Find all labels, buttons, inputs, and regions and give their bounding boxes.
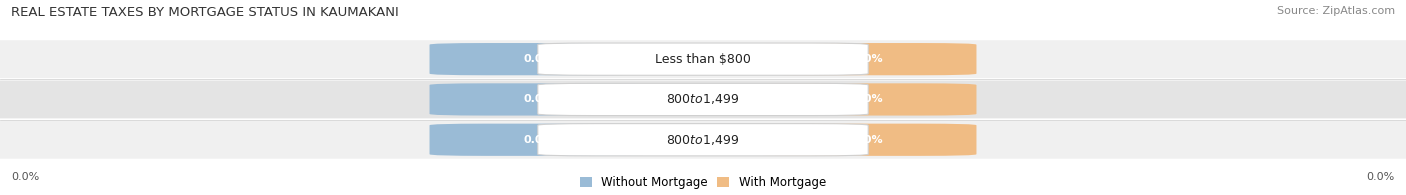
Legend: Without Mortgage, With Mortgage: Without Mortgage, With Mortgage	[581, 176, 825, 189]
FancyBboxPatch shape	[759, 43, 976, 75]
Text: $800 to $1,499: $800 to $1,499	[666, 92, 740, 106]
FancyBboxPatch shape	[430, 43, 648, 75]
Text: 0.0%: 0.0%	[1367, 172, 1395, 182]
FancyBboxPatch shape	[538, 124, 869, 156]
Text: 0.0%: 0.0%	[11, 172, 39, 182]
FancyBboxPatch shape	[759, 83, 976, 116]
FancyBboxPatch shape	[759, 124, 976, 156]
Text: REAL ESTATE TAXES BY MORTGAGE STATUS IN KAUMAKANI: REAL ESTATE TAXES BY MORTGAGE STATUS IN …	[11, 6, 399, 19]
FancyBboxPatch shape	[538, 43, 869, 75]
FancyBboxPatch shape	[0, 121, 1406, 159]
Text: 0.0%: 0.0%	[523, 94, 554, 105]
FancyBboxPatch shape	[0, 81, 1406, 118]
Text: 0.0%: 0.0%	[852, 94, 883, 105]
Text: 0.0%: 0.0%	[523, 135, 554, 145]
Text: $800 to $1,499: $800 to $1,499	[666, 133, 740, 147]
Text: Source: ZipAtlas.com: Source: ZipAtlas.com	[1277, 6, 1395, 16]
FancyBboxPatch shape	[430, 124, 648, 156]
Text: Less than $800: Less than $800	[655, 53, 751, 66]
Text: 0.0%: 0.0%	[852, 54, 883, 64]
FancyBboxPatch shape	[0, 40, 1406, 78]
FancyBboxPatch shape	[430, 83, 648, 116]
FancyBboxPatch shape	[538, 83, 869, 116]
Text: 0.0%: 0.0%	[523, 54, 554, 64]
Text: 0.0%: 0.0%	[852, 135, 883, 145]
